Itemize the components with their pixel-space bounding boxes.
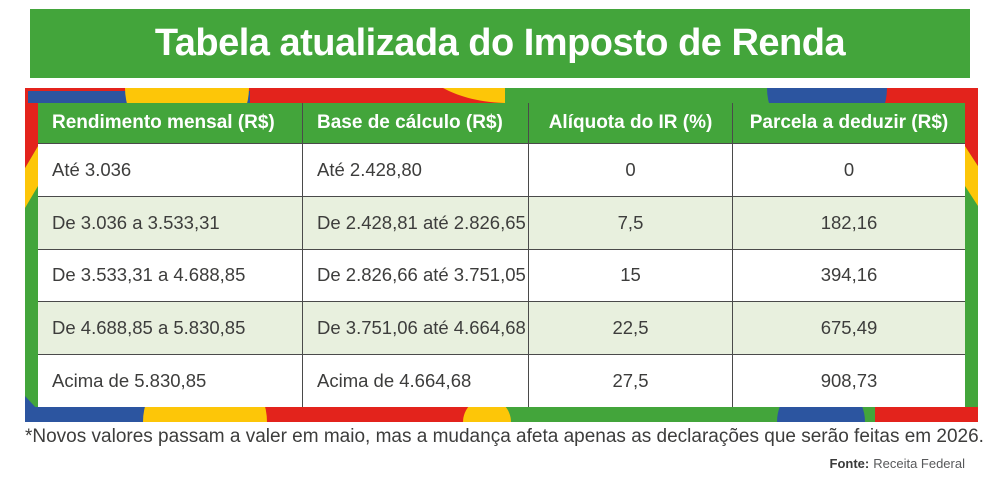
- page-title: Tabela atualizada do Imposto de Renda: [154, 22, 846, 64]
- table-row: Até 3.036 Até 2.428,80 0 0: [38, 143, 965, 196]
- cell-parcela: 0: [732, 144, 965, 196]
- cell-aliquota: 15: [528, 249, 732, 302]
- cell-parcela: 394,16: [732, 249, 965, 302]
- cell-base-calculo: De 3.751,06 até 4.664,68: [302, 302, 528, 355]
- table-row: Acima de 5.830,85 Acima de 4.664,68 27,5…: [38, 354, 965, 407]
- border-top-yellow-wedge: [443, 88, 505, 103]
- source-line: Fonte: Receita Federal: [830, 456, 966, 471]
- cell-aliquota: 27,5: [528, 355, 732, 407]
- cell-base-calculo: Acima de 4.664,68: [302, 355, 528, 407]
- cell-rendimento: Até 3.036: [52, 158, 132, 180]
- source-value: Receita Federal: [873, 456, 965, 471]
- title-banner: Tabela atualizada do Imposto de Renda: [30, 9, 970, 78]
- cell-rendimento: De 3.036 a 3.533,31: [52, 211, 220, 233]
- cell-parcela: 675,49: [732, 302, 965, 355]
- cell-parcela: 908,73: [732, 355, 965, 407]
- cell-rendimento: De 3.533,31 a 4.688,85: [52, 264, 246, 286]
- cell-base-calculo: De 2.428,81 até 2.826,65: [302, 196, 528, 249]
- column-header-rendimento: Rendimento mensal (R$): [52, 112, 275, 133]
- table-row: De 3.533,31 a 4.688,85 De 2.826,66 até 3…: [38, 248, 965, 302]
- tax-table: Rendimento mensal (R$) Base de cálculo (…: [38, 103, 965, 407]
- cell-parcela: 182,16: [732, 196, 965, 249]
- column-header-aliquota: Alíquota do IR (%): [528, 103, 732, 143]
- border-left-red: [25, 88, 38, 168]
- border-right-red: [965, 88, 978, 166]
- border-left-yellow: [25, 146, 38, 208]
- column-header-parcela: Parcela a deduzir (R$): [732, 103, 965, 143]
- footnote: *Novos valores passam a valer em maio, m…: [25, 426, 984, 447]
- column-header-base-calculo: Base de cálculo (R$): [302, 103, 528, 143]
- source-label: Fonte:: [829, 456, 870, 471]
- cell-aliquota: 22,5: [528, 302, 732, 355]
- table-row: De 4.688,85 a 5.830,85 De 3.751,06 até 4…: [38, 301, 965, 355]
- table-header-row: Rendimento mensal (R$) Base de cálculo (…: [38, 103, 965, 143]
- cell-aliquota: 0: [528, 144, 732, 196]
- cell-aliquota: 7,5: [528, 196, 732, 249]
- cell-rendimento: De 4.688,85 a 5.830,85: [52, 317, 246, 339]
- cell-rendimento: Acima de 5.830,85: [52, 370, 207, 392]
- table-frame: Rendimento mensal (R$) Base de cálculo (…: [25, 88, 978, 422]
- cell-base-calculo: Até 2.428,80: [302, 144, 528, 196]
- cell-base-calculo: De 2.826,66 até 3.751,05: [302, 249, 528, 302]
- table-row: De 3.036 a 3.533,31 De 2.428,81 até 2.82…: [38, 195, 965, 249]
